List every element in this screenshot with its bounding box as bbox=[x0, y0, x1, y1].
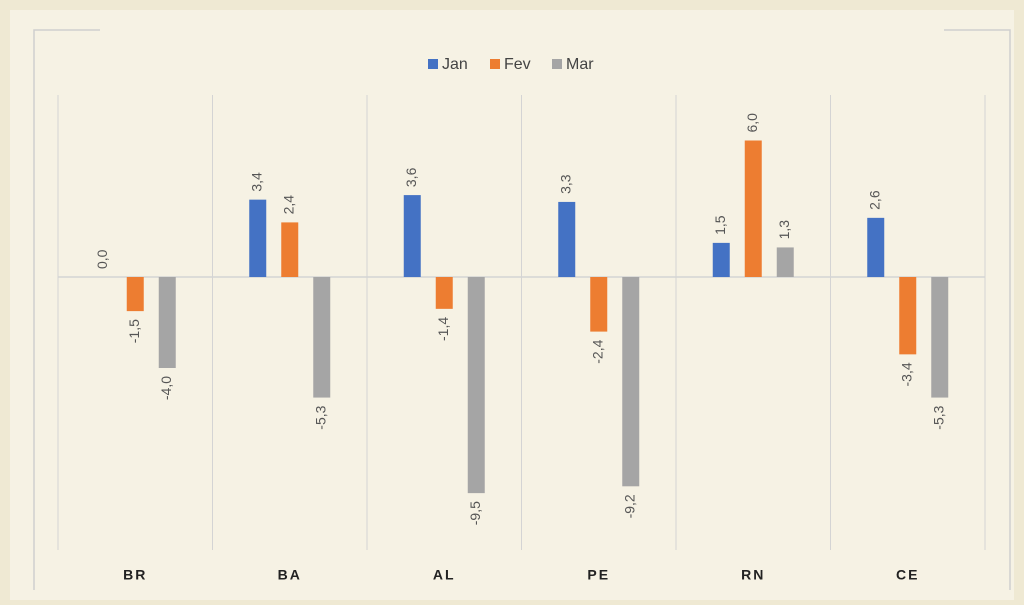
x-tick-label: BA bbox=[278, 567, 302, 583]
legend-swatch bbox=[552, 59, 562, 69]
legend-label: Mar bbox=[566, 56, 594, 73]
data-label: 2,4 bbox=[280, 195, 296, 215]
bar bbox=[467, 277, 485, 494]
bar bbox=[867, 217, 885, 277]
data-label: -2,4 bbox=[589, 339, 605, 363]
data-label: 0,0 bbox=[94, 249, 110, 269]
data-label: -4,0 bbox=[158, 376, 174, 400]
bar bbox=[281, 222, 299, 277]
data-label: -5,3 bbox=[312, 405, 328, 429]
legend-label: Fev bbox=[504, 56, 531, 73]
bar bbox=[558, 201, 576, 277]
bar bbox=[712, 242, 730, 277]
x-tick-label: BR bbox=[123, 567, 147, 583]
data-label: 1,3 bbox=[776, 220, 792, 240]
bar bbox=[249, 199, 267, 277]
legend-swatch bbox=[428, 59, 438, 69]
legend-label: Jan bbox=[442, 56, 468, 73]
bar bbox=[403, 195, 421, 277]
x-tick-label: RN bbox=[741, 567, 765, 583]
data-label: 3,6 bbox=[403, 167, 419, 187]
bar bbox=[313, 277, 331, 398]
legend-swatch bbox=[490, 59, 500, 69]
bar bbox=[899, 277, 917, 355]
data-label: -1,4 bbox=[435, 317, 451, 341]
frame bbox=[33, 29, 1011, 590]
bar bbox=[776, 247, 794, 277]
data-label: -1,5 bbox=[126, 319, 142, 343]
x-tick-label: AL bbox=[433, 567, 456, 583]
bar bbox=[590, 277, 608, 332]
x-tick-label: PE bbox=[587, 567, 610, 583]
data-label: -5,3 bbox=[930, 405, 946, 429]
data-label: -3,4 bbox=[898, 362, 914, 386]
data-label: 6,0 bbox=[744, 113, 760, 133]
data-label: 3,3 bbox=[557, 174, 573, 194]
chart-background bbox=[10, 10, 1014, 600]
data-label: 2,6 bbox=[866, 190, 882, 210]
x-tick-label: CE bbox=[896, 567, 919, 583]
bar bbox=[435, 277, 453, 309]
bar bbox=[744, 140, 762, 277]
bar bbox=[622, 277, 640, 487]
data-label: 1,5 bbox=[712, 215, 728, 235]
bar bbox=[931, 277, 949, 398]
bar bbox=[158, 277, 176, 368]
data-label: -9,2 bbox=[621, 494, 637, 518]
bar bbox=[126, 277, 144, 312]
data-label: -9,5 bbox=[467, 501, 483, 525]
data-label: 3,4 bbox=[248, 172, 264, 192]
